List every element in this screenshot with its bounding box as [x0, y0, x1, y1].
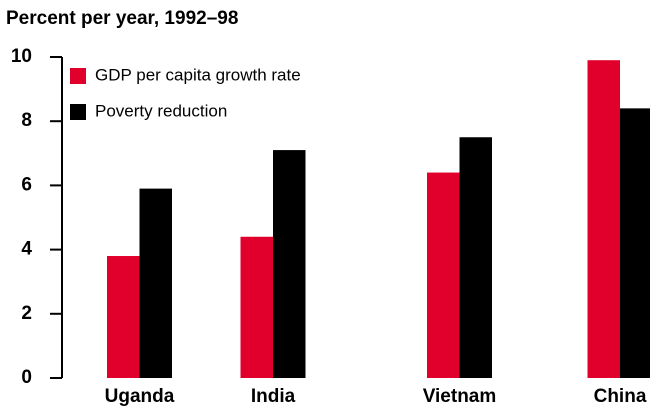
bar — [240, 236, 273, 378]
y-tick-label: 0 — [21, 367, 32, 388]
x-tick-label: India — [251, 386, 296, 407]
y-tick-label: 6 — [21, 174, 32, 195]
y-tick-label: 8 — [21, 110, 32, 131]
legend-swatch — [70, 104, 86, 120]
bar — [107, 256, 140, 378]
bar — [427, 172, 460, 378]
bar — [273, 150, 306, 378]
legend-label: Poverty reduction — [95, 101, 227, 120]
legend-swatch — [70, 68, 86, 84]
bar — [587, 60, 620, 379]
y-tick-label: 4 — [21, 239, 32, 260]
y-tick-label: 10 — [11, 46, 32, 67]
x-tick-label: China — [594, 386, 647, 407]
y-tick-label: 2 — [21, 303, 32, 324]
legend-label: GDP per capita growth rate — [95, 65, 301, 84]
chart-title: Percent per year, 1992–98 — [6, 8, 238, 29]
bar — [459, 137, 492, 378]
bar — [620, 108, 650, 379]
x-tick-label: Uganda — [105, 386, 175, 407]
bar — [139, 188, 172, 378]
x-tick-label: Vietnam — [423, 386, 497, 407]
